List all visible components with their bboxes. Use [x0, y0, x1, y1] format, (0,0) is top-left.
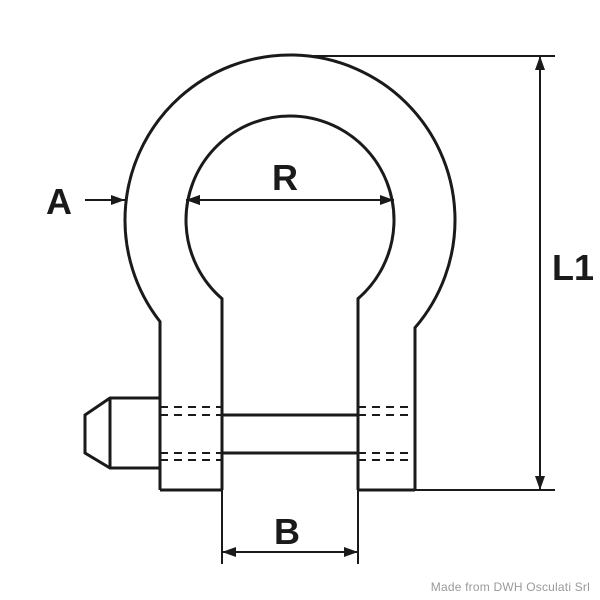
dimension-arrowhead	[344, 547, 358, 557]
shackle-outer-contour	[125, 55, 455, 490]
dim-b-label: B	[274, 511, 300, 552]
dim-r-label: R	[272, 157, 298, 198]
dim-l1-label: L1	[552, 247, 594, 288]
pin-head	[85, 398, 160, 468]
dimension-arrowhead	[535, 56, 545, 70]
dimension-arrowhead	[535, 476, 545, 490]
dimension-arrowhead	[222, 547, 236, 557]
watermark-text: Made from DWH Osculati Srl	[431, 580, 590, 594]
shackle-dimension-diagram: A R L1 B	[0, 0, 600, 600]
dimension-arrowhead	[111, 195, 125, 205]
dim-a-label: A	[46, 181, 72, 222]
